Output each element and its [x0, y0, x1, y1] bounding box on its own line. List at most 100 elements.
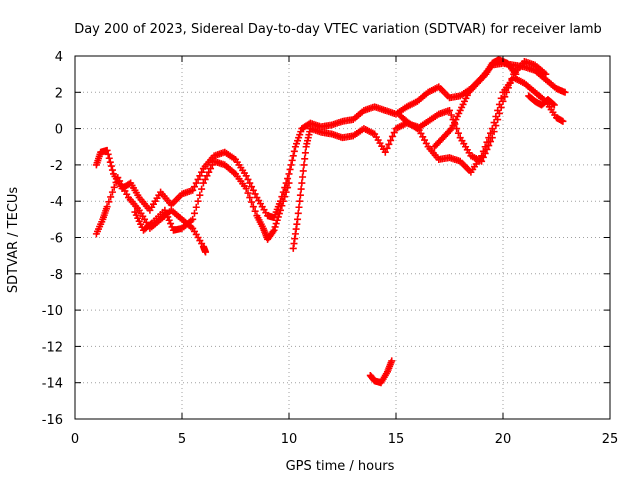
series-track-g — [525, 92, 558, 109]
data-point — [108, 166, 116, 174]
data-point — [244, 175, 252, 183]
data-point — [506, 79, 514, 87]
data-point — [103, 203, 111, 211]
x-tick-label: 0 — [71, 432, 79, 447]
data-point — [242, 184, 250, 192]
data-point — [276, 206, 284, 214]
data-point — [297, 185, 305, 193]
data-point — [105, 154, 113, 162]
y-tick-label: -10 — [42, 304, 63, 319]
data-point — [296, 191, 304, 199]
data-point — [196, 172, 204, 180]
y-axis-label: SDTVAR / TECUs — [6, 187, 21, 294]
data-point — [205, 168, 213, 176]
data-point — [388, 357, 396, 365]
data-point — [246, 194, 254, 202]
data-point — [301, 149, 309, 157]
data-point — [300, 161, 308, 169]
data-point — [483, 145, 491, 153]
data-point — [244, 189, 252, 197]
data-point — [112, 178, 120, 186]
data-point — [269, 228, 277, 236]
data-point — [103, 146, 111, 154]
data-point — [289, 152, 297, 160]
data-point — [512, 70, 520, 78]
data-point — [299, 173, 307, 181]
data-point — [301, 155, 309, 163]
data-point — [485, 142, 493, 150]
data-point — [192, 179, 200, 187]
y-tick-label: -16 — [42, 413, 63, 428]
data-point — [251, 207, 259, 215]
data-point — [165, 216, 173, 224]
data-point — [190, 209, 198, 217]
data-point — [281, 193, 289, 201]
data-point — [499, 97, 507, 105]
data-point — [194, 175, 202, 183]
data-point — [285, 179, 293, 187]
data-point — [107, 193, 115, 201]
data-point — [251, 190, 259, 198]
data-point — [164, 213, 172, 221]
data-point — [542, 70, 550, 78]
data-point — [107, 162, 115, 170]
data-point — [189, 215, 197, 223]
data-point — [501, 93, 509, 101]
data-point — [273, 216, 281, 224]
data-point — [270, 226, 278, 234]
data-point — [110, 183, 118, 191]
data-point — [287, 161, 295, 169]
data-point — [284, 184, 292, 192]
data-point — [167, 220, 175, 228]
data-point — [242, 172, 250, 180]
data-point — [490, 128, 498, 136]
x-tick-label: 20 — [495, 432, 512, 447]
data-point — [478, 157, 486, 165]
data-point — [278, 202, 286, 210]
data-point — [495, 109, 503, 117]
data-point — [279, 197, 287, 205]
data-point — [561, 88, 569, 96]
data-point — [285, 170, 293, 178]
data-point — [202, 248, 210, 256]
data-point — [106, 158, 114, 166]
data-point — [446, 106, 453, 114]
x-axis-label: GPS time / hours — [286, 459, 395, 474]
data-point — [385, 140, 393, 148]
data-point — [550, 101, 558, 109]
data-point — [248, 198, 256, 206]
data-point — [296, 197, 304, 205]
data-point — [383, 144, 391, 152]
data-point — [208, 161, 216, 169]
data-series — [92, 56, 569, 387]
data-point — [194, 197, 202, 205]
x-tick-label: 15 — [388, 432, 405, 447]
data-point — [105, 198, 113, 206]
data-point — [494, 116, 502, 124]
chart-title: Day 200 of 2023, Sidereal Day-to-day VTE… — [74, 22, 602, 37]
data-point — [249, 186, 257, 194]
data-point — [196, 191, 204, 199]
data-point — [290, 147, 298, 155]
data-point — [198, 168, 206, 176]
y-tick-label: -8 — [50, 268, 63, 283]
data-point — [147, 220, 155, 228]
data-point — [298, 179, 306, 187]
data-point — [295, 203, 303, 211]
data-point — [203, 172, 211, 180]
data-point — [497, 103, 505, 111]
data-point — [161, 206, 169, 214]
series-track-c — [131, 157, 293, 243]
series-track-f — [431, 56, 520, 151]
data-point — [199, 179, 207, 187]
data-point — [284, 175, 292, 183]
x-axis-ticks: 0 5 10 15 20 25 — [71, 56, 618, 447]
data-point — [201, 175, 209, 183]
data-point — [162, 210, 170, 218]
data-point — [387, 136, 395, 144]
data-point — [282, 188, 290, 196]
y-tick-label: -4 — [50, 195, 63, 210]
y-tick-label: 2 — [55, 86, 63, 101]
data-point — [488, 134, 496, 142]
x-tick-label: 10 — [281, 432, 298, 447]
